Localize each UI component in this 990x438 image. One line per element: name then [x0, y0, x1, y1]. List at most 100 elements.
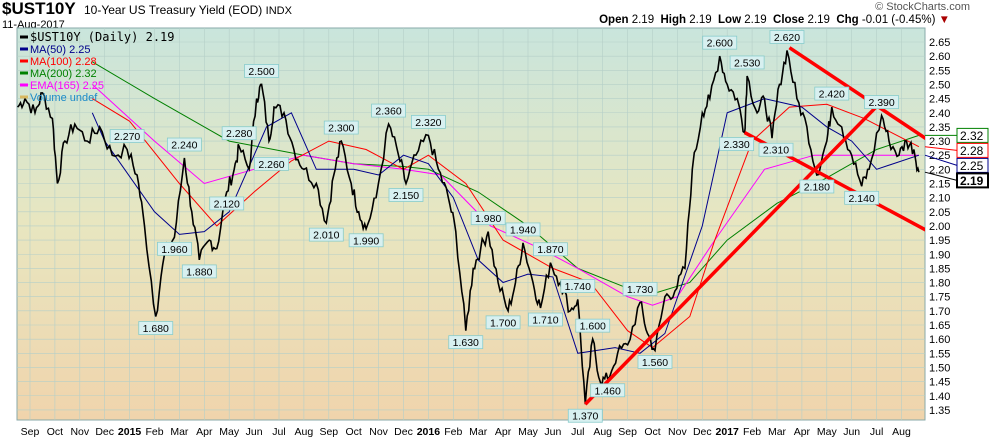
series-ma50	[91, 98, 920, 354]
y-tick-label: 1.60	[929, 334, 950, 346]
x-tick-label: Nov	[70, 426, 89, 438]
x-tick-label: Apr	[495, 426, 512, 438]
annotation-box	[448, 335, 484, 350]
annotation-box	[181, 264, 217, 279]
close-value: 2.19	[807, 14, 830, 26]
down-arrow-icon: ▼	[938, 14, 950, 26]
legend-swatch	[20, 95, 28, 99]
x-tick-label: Dec	[693, 426, 712, 438]
annotation-box	[799, 179, 835, 194]
annotation-label: 2.600	[707, 38, 733, 50]
x-tick-label: Jul	[870, 426, 883, 438]
annotation-box	[637, 355, 673, 369]
annotation-box	[769, 30, 805, 44]
price-annotation: 1.700	[485, 315, 521, 329]
annotation-label: 1.710	[532, 315, 558, 327]
value-tag-label: 2.28	[960, 144, 984, 158]
annotation-label: 2.270	[114, 131, 140, 143]
y-tick-label: 2.15	[929, 179, 950, 191]
y-tick-label: 1.40	[929, 391, 950, 403]
price-annotation: 1.710	[528, 312, 563, 327]
annotation-label: 1.730	[627, 284, 653, 296]
annotation-box	[254, 156, 289, 171]
price-annotation: 1.960	[157, 241, 192, 256]
x-tick-label: Aug	[593, 426, 612, 438]
low-value: 2.19	[744, 14, 767, 26]
legend-entry: $UST10Y (Daily) 2.19	[30, 30, 175, 44]
legend-swatch	[20, 83, 28, 87]
series-price	[17, 50, 920, 405]
value-tag-pointer	[924, 171, 958, 181]
value-tag-box	[956, 142, 989, 158]
annotation-label: 1.600	[580, 321, 606, 333]
chart-title: 10-Year US Treasury Yield (EOD) INDX	[84, 3, 292, 17]
value-tag-ma100: 2.28	[924, 142, 989, 158]
annotation-box	[814, 86, 850, 101]
y-tick-label: 2.00	[929, 221, 950, 233]
price-annotation: 2.360	[371, 103, 406, 118]
price-annotation: 1.870	[533, 242, 568, 257]
annotation-label: 2.330	[723, 139, 749, 151]
x-tick-label: 2017	[716, 426, 740, 438]
y-tick-label: 2.40	[929, 108, 950, 120]
value-tag-price: 2.19	[924, 171, 989, 189]
value-tag-pointer	[924, 154, 958, 166]
y-tick-label: 2.45	[929, 94, 950, 106]
x-tick-label: May	[219, 426, 240, 438]
annotation-box	[864, 95, 899, 109]
legend-swatch	[20, 59, 28, 63]
annotation-box	[371, 103, 406, 118]
value-tag-ma50: 2.25	[924, 154, 989, 173]
annotation-box	[575, 318, 611, 333]
y-tick-label: 1.80	[929, 278, 950, 290]
trend-line	[584, 100, 883, 406]
trend-line	[788, 46, 925, 141]
value-tag-label: 2.25	[960, 159, 984, 173]
x-tick-label: Apr	[196, 426, 213, 438]
annotation-box	[348, 233, 384, 248]
y-tick-label: 2.30	[929, 136, 950, 148]
annotation-label: 2.260	[258, 159, 284, 171]
annotation-label: 1.880	[186, 266, 212, 278]
x-tick-label: Oct	[644, 426, 660, 438]
y-tick-label: 2.20	[929, 164, 950, 176]
price-annotation: 1.990	[348, 233, 384, 248]
price-annotation: 2.320	[410, 114, 446, 129]
x-tick-label: Oct	[346, 426, 362, 438]
annotation-box	[470, 211, 506, 226]
value-tag-label: 2.32	[960, 129, 984, 143]
price-annotation: 1.880	[181, 264, 217, 279]
x-tick-label: Mar	[768, 426, 787, 438]
annotation-box	[323, 120, 359, 135]
low-label: Low	[718, 14, 742, 26]
x-tick-label: Jun	[843, 426, 860, 438]
annotation-box	[157, 241, 192, 256]
chg-value: -0.01 (-0.45%)	[861, 14, 936, 26]
annotation-box	[221, 126, 257, 141]
x-tick-label: 2016	[417, 426, 441, 438]
annotation-label: 2.280	[226, 128, 252, 140]
annotation-box	[622, 281, 658, 296]
annotation-box	[410, 114, 446, 129]
x-tick-label: Aug	[892, 426, 911, 438]
annotation-label: 2.620	[774, 32, 800, 44]
legend-entry: MA(200) 2.32	[30, 68, 97, 80]
y-tick-label: 1.35	[929, 405, 950, 417]
price-annotation: 2.310	[758, 142, 794, 157]
y-tick-label: 2.35	[929, 122, 950, 134]
annotation-box	[590, 383, 626, 398]
x-tick-label: Jun	[246, 426, 263, 438]
annotation-box	[533, 242, 568, 257]
price-annotation: 1.370	[567, 408, 603, 423]
value-tag-box	[956, 127, 989, 143]
x-tick-label: Oct	[47, 426, 63, 438]
price-annotation: 1.980	[470, 211, 506, 226]
annotation-label: 1.990	[353, 235, 379, 247]
annotation-label: 1.940	[510, 224, 536, 236]
annotation-box	[209, 196, 245, 211]
annotation-label: 2.240	[171, 140, 197, 152]
legend-entry: MA(50) 2.25	[30, 44, 91, 56]
price-annotation: 1.940	[505, 222, 541, 236]
x-tick-label: Nov	[668, 426, 687, 438]
annotation-label: 2.150	[393, 190, 419, 202]
